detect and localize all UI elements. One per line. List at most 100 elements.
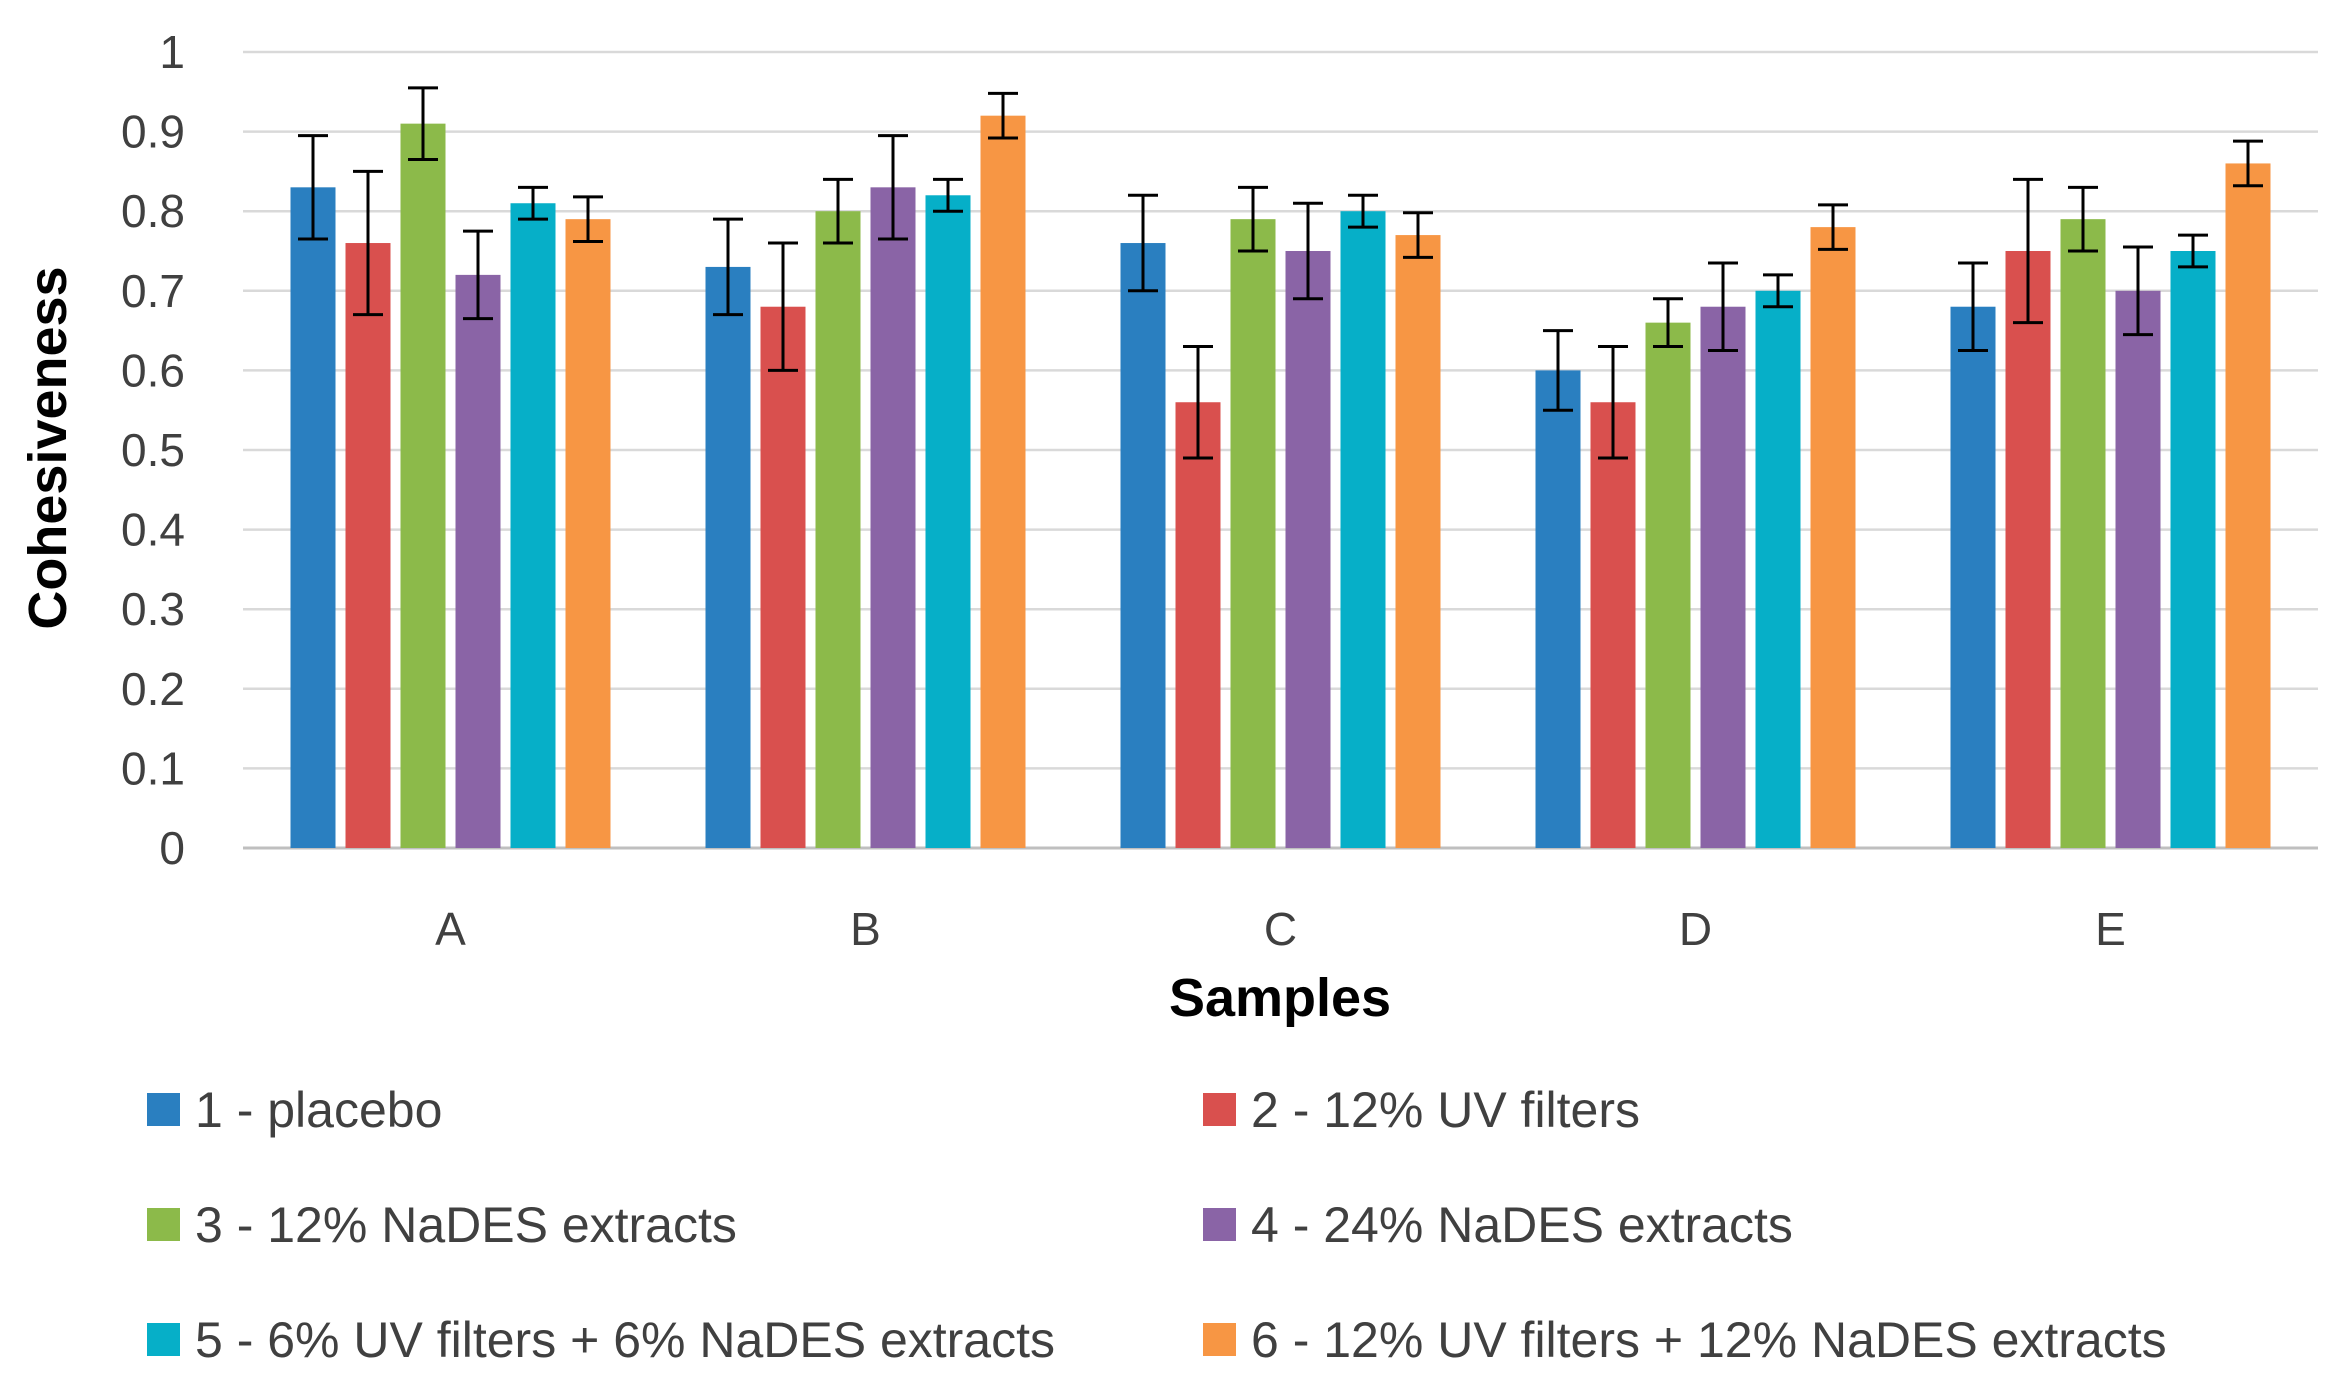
error-bar — [1348, 193, 1378, 229]
legend-swatch — [147, 1093, 180, 1126]
y-tick-label: 0.6 — [121, 344, 185, 396]
error-bar — [1128, 193, 1158, 293]
bar-c-series-1 — [1120, 243, 1166, 849]
error-bar — [463, 229, 493, 321]
bar-b-series-3 — [815, 211, 861, 848]
bar-a-series-1 — [290, 187, 336, 848]
error-bar — [2123, 245, 2153, 337]
bar-d-series-2 — [1590, 402, 1636, 848]
bar-d-series-4 — [1700, 306, 1746, 849]
bar-c-series-2 — [1175, 402, 1221, 848]
error-bar — [1653, 297, 1683, 349]
legend-swatch — [1203, 1208, 1236, 1241]
error-bar — [988, 91, 1018, 140]
error-bar — [2233, 139, 2263, 188]
error-bar — [518, 185, 548, 221]
bar-d-series-1 — [1535, 370, 1581, 848]
y-tick-label: 0.9 — [121, 106, 185, 158]
bars — [290, 115, 2271, 849]
y-tick-label: 0.4 — [121, 504, 185, 556]
error-bar — [768, 241, 798, 372]
error-bar — [1598, 345, 1628, 460]
legend-item: 5 - 6% UV filters + 6% NaDES extracts — [147, 1312, 1055, 1368]
bar-c-series-3 — [1230, 219, 1276, 848]
y-tick-label: 0.5 — [121, 424, 185, 476]
bar-b-series-6 — [980, 115, 1026, 849]
error-bar — [823, 177, 853, 245]
bar-a-series-3 — [400, 123, 446, 848]
error-bar — [713, 217, 743, 317]
y-tick-label: 0 — [159, 822, 185, 874]
y-tick-label: 0.2 — [121, 663, 185, 715]
x-tick-label: C — [1264, 903, 1297, 955]
y-tick-label: 0.3 — [121, 583, 185, 635]
error-bar — [2013, 177, 2043, 325]
bar-c-series-4 — [1285, 251, 1331, 848]
error-bar — [1183, 345, 1213, 460]
error-bar — [1543, 329, 1573, 412]
y-tick-label: 0.1 — [121, 742, 185, 794]
bar-e-series-2 — [2005, 251, 2051, 848]
legend-item: 2 - 12% UV filters — [1203, 1082, 1640, 1138]
bar-b-series-5 — [925, 195, 971, 848]
error-bar — [1403, 211, 1433, 259]
x-tick-label: E — [2095, 903, 2126, 955]
error-bar — [2068, 185, 2098, 253]
legend-label: 3 - 12% NaDES extracts — [195, 1197, 737, 1253]
bar-e-series-6 — [2225, 163, 2271, 848]
y-tick-label: 0.8 — [121, 185, 185, 237]
bar-d-series-6 — [1810, 227, 1856, 848]
bar-a-series-5 — [510, 203, 556, 849]
y-axis-title: Cohesiveness — [18, 266, 78, 629]
bar-a-series-2 — [345, 243, 391, 849]
bar-e-series-1 — [1950, 306, 1996, 849]
bar-a-series-4 — [455, 274, 501, 848]
legend-item: 3 - 12% NaDES extracts — [147, 1197, 737, 1253]
y-tick-label: 0.7 — [121, 265, 185, 317]
y-tick-label: 1 — [159, 26, 185, 78]
error-bar — [1238, 185, 1268, 253]
bar-c-series-6 — [1395, 235, 1441, 848]
legend-label: 2 - 12% UV filters — [1251, 1082, 1640, 1138]
bar-b-series-2 — [760, 306, 806, 849]
error-bar — [1708, 261, 1738, 352]
legend-label: 6 - 12% UV filters + 12% NaDES extracts — [1251, 1312, 2167, 1368]
legend-swatch — [147, 1323, 180, 1356]
bar-d-series-3 — [1645, 322, 1691, 848]
bar-c-series-5 — [1340, 211, 1386, 848]
error-bar — [1818, 203, 1848, 251]
legend-label: 5 - 6% UV filters + 6% NaDES extracts — [195, 1312, 1055, 1368]
legend: 1 - placebo 2 - 12% UV filters 3 - 12% NaD… — [147, 1082, 2167, 1368]
error-bar — [573, 195, 603, 243]
error-bar — [1293, 201, 1323, 301]
bar-d-series-5 — [1755, 290, 1801, 848]
legend-swatch — [1203, 1093, 1236, 1126]
x-tick-label: D — [1679, 903, 1712, 955]
error-bars — [298, 86, 2263, 460]
legend-label: 1 - placebo — [195, 1082, 442, 1138]
x-axis-title: Samples — [1169, 968, 1391, 1028]
error-bar — [2178, 233, 2208, 269]
error-bar — [353, 169, 383, 317]
bar-b-series-1 — [705, 266, 751, 848]
legend-label: 4 - 24% NaDES extracts — [1251, 1197, 1793, 1253]
x-tick-label: B — [850, 903, 881, 955]
x-tick-label: A — [435, 903, 466, 955]
legend-item: 6 - 12% UV filters + 12% NaDES extracts — [1203, 1312, 2167, 1368]
error-bar — [933, 177, 963, 213]
bar-b-series-4 — [870, 187, 916, 848]
bar-e-series-4 — [2115, 290, 2161, 848]
x-axis-ticks: A B C D E — [435, 903, 2126, 955]
legend-item: 4 - 24% NaDES extracts — [1203, 1197, 1793, 1253]
legend-swatch — [1203, 1323, 1236, 1356]
error-bar — [408, 86, 438, 161]
bar-e-series-3 — [2060, 219, 2106, 848]
bar-e-series-5 — [2170, 251, 2216, 848]
legend-swatch — [147, 1208, 180, 1241]
error-bar — [298, 134, 328, 241]
bar-a-series-6 — [565, 219, 611, 848]
error-bar — [1763, 273, 1793, 309]
legend-item: 1 - placebo — [147, 1082, 442, 1138]
